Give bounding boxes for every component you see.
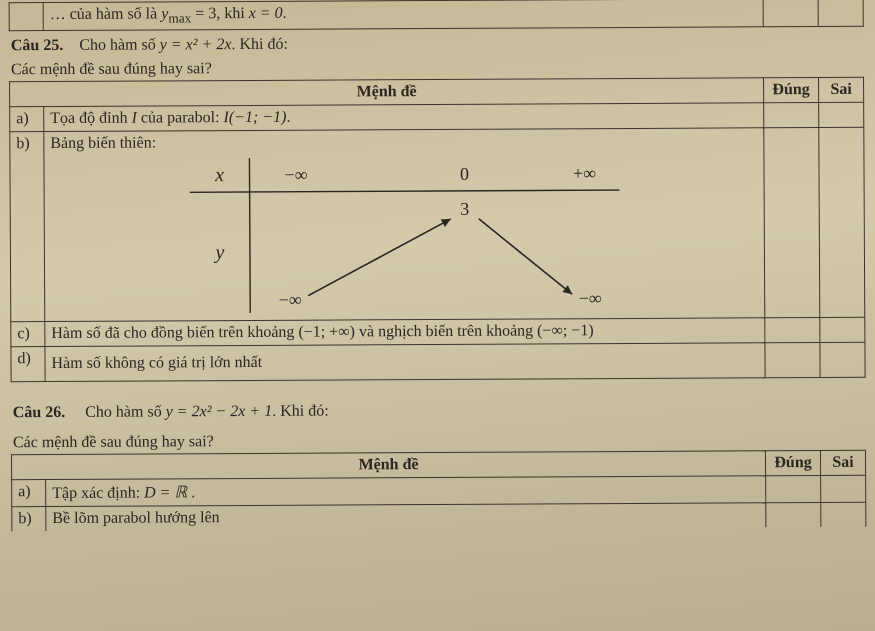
- q25-d-text: Hàm số không có giá trị lớn nhất: [51, 354, 262, 372]
- q26-b-letter: b): [12, 507, 46, 532]
- q26-b-sai[interactable]: [821, 502, 866, 527]
- svg-text:0: 0: [459, 164, 468, 184]
- table-row: d) Hàm số không có giá trị lớn nhất: [11, 342, 865, 381]
- q25-b-letter: b): [10, 132, 45, 322]
- ymax-y: y: [161, 5, 168, 22]
- q25-b-sai[interactable]: [819, 127, 865, 317]
- svg-text:−∞: −∞: [578, 288, 601, 308]
- q25-c-sai[interactable]: [820, 317, 865, 342]
- svg-text:+∞: +∞: [572, 163, 595, 183]
- svg-text:−∞: −∞: [278, 290, 301, 310]
- q25-d-cell: Hàm số không có giá trị lớn nhất: [45, 343, 765, 382]
- q25-intro-a: Cho hàm số: [79, 37, 160, 54]
- table-row: b) Bề lõm parabol hướng lên: [12, 502, 866, 531]
- q26-label: Câu 26.: [13, 404, 66, 421]
- q25-d-letter: d): [11, 347, 45, 382]
- q25-a-dung[interactable]: [764, 103, 819, 128]
- q26-header-sai: Sai: [820, 450, 865, 475]
- q26-func: y = 2x² − 2x + 1: [166, 403, 273, 421]
- q26-a-dung[interactable]: [766, 476, 821, 503]
- q25-a-period: .: [286, 109, 290, 126]
- svg-text:y: y: [213, 242, 224, 264]
- ymax-sub: max: [168, 10, 191, 25]
- prev-question-fragment: … của hàm số là ymax = 3, khi x = 0.: [9, 0, 864, 31]
- q25-d-dung[interactable]: [765, 343, 820, 378]
- q25-func: y = x² + 2x: [160, 36, 232, 53]
- q25-c-dung[interactable]: [765, 318, 820, 343]
- table-row: b) Bảng biến thiên: x−∞0+∞y3−∞−∞: [10, 127, 865, 321]
- q26-intro-a: Cho hàm số: [85, 404, 166, 421]
- q25-d-sai[interactable]: [820, 342, 865, 377]
- q25-a-letter: a): [10, 107, 44, 132]
- q25-c-cell: Hàm số đã cho đồng biến trên khoảng (−1;…: [45, 318, 765, 347]
- svg-text:3: 3: [460, 199, 469, 219]
- x-eq: x = 0: [249, 5, 283, 22]
- q25-a-sai[interactable]: [819, 102, 864, 127]
- q25-c-int1: (−1; +∞): [298, 324, 355, 341]
- q26-a-D: D = ℝ: [144, 485, 187, 502]
- ymax-eq: = 3, khi: [191, 5, 249, 22]
- q26-b-cell: Bề lõm parabol hướng lên: [46, 503, 766, 531]
- variation-table-svg: x −∞ 0 +∞ y 3 −∞ −∞: [189, 156, 620, 313]
- svg-text:−∞: −∞: [284, 165, 307, 185]
- q25-b-dung[interactable]: [764, 128, 820, 318]
- q26-a-letter: a): [12, 480, 46, 507]
- q26-a-cell: Tập xác định: D = ℝ .: [46, 476, 766, 507]
- q25-header-sai: Sai: [819, 77, 864, 102]
- q26-a-sai[interactable]: [821, 475, 866, 502]
- prev-text-cell: … của hàm số là ymax = 3, khi x = 0.: [43, 0, 763, 31]
- q25-c-text-b: và nghịch biến trên khoảng: [355, 323, 537, 341]
- prev-period: .: [283, 5, 287, 22]
- q25-a-text-a: Tọa độ đỉnh: [50, 110, 131, 127]
- q25-c-letter: c): [11, 322, 45, 347]
- q26-b-dung[interactable]: [766, 503, 821, 528]
- prev-letter-cell: [9, 3, 43, 31]
- q26-header-dung: Đúng: [765, 451, 820, 476]
- prev-sai-cell: [818, 0, 863, 27]
- q25-intro-b: . Khi đó:: [231, 36, 288, 53]
- prev-text: … của hàm số là: [50, 5, 162, 23]
- q25-header-dung: Đúng: [764, 78, 819, 103]
- q26-a-period: .: [187, 484, 195, 501]
- q26-a-text: Tập xác định:: [52, 485, 144, 502]
- q25-a-cell: Tọa độ đỉnh I của parabol: I(−1; −1).: [44, 103, 764, 132]
- svg-text:x: x: [214, 164, 224, 186]
- q25-label: Câu 25.: [11, 37, 64, 54]
- q25-b-cell: Bảng biến thiên: x−∞0+∞y3−∞−∞: [44, 128, 765, 322]
- q25-a-text-b: của parabol:: [137, 109, 224, 126]
- q25-a-I2: I(−1; −1): [223, 109, 286, 126]
- q25-table: Mệnh đề Đúng Sai a) Tọa độ đỉnh I của pa…: [9, 77, 866, 382]
- q26-table: Mệnh đề Đúng Sai a) Tập xác định: D = ℝ …: [11, 450, 866, 531]
- q25-c-text-a: Hàm số đã cho đồng biến trên khoảng: [51, 324, 298, 342]
- q26-intro-b: . Khi đó:: [272, 403, 329, 420]
- q25-c-int2: (−∞; −1): [537, 322, 594, 339]
- prev-dung-cell: [763, 0, 818, 27]
- q26-b-text: Bề lõm parabol hướng lên: [52, 509, 219, 527]
- variation-table-wrap: x −∞ 0 +∞ y 3 −∞ −∞: [50, 150, 758, 319]
